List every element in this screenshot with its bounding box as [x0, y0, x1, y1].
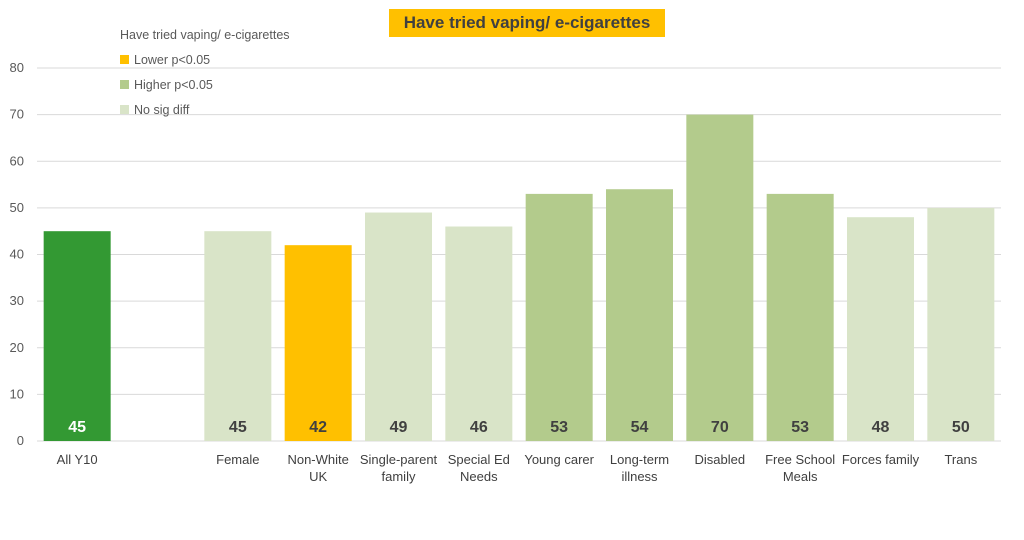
x-tick-label: Free School Meals	[765, 452, 835, 484]
y-tick-label: 80	[10, 60, 24, 75]
legend: Have tried vaping/ e-cigarettes Lower p<0…	[120, 28, 290, 117]
bars: 45 45 42 49 46 53 54 70 53 48 50	[43, 114, 995, 441]
bar	[525, 193, 593, 441]
y-tick-label: 70	[10, 107, 24, 122]
chart-title: Have tried vaping/ e-cigarettes	[389, 9, 665, 37]
x-tick-label: Forces family	[842, 452, 920, 467]
bar-value-label: 50	[952, 419, 970, 436]
x-tick-label: Special Ed Needs	[448, 452, 510, 484]
bar	[606, 189, 673, 441]
legend-label-higher: Higher p<0.05	[134, 78, 213, 92]
bar-value-label: 70	[711, 419, 729, 436]
bar-value-label: 54	[631, 419, 649, 436]
bar	[686, 114, 754, 441]
bar	[927, 207, 995, 441]
y-tick-label: 10	[10, 386, 24, 401]
x-tick-label: Disabled	[695, 452, 746, 467]
y-tick-label: 40	[10, 247, 24, 262]
bar-value-label: 48	[872, 419, 890, 436]
x-tick-label: Female	[216, 452, 259, 467]
bar-value-label: 45	[68, 419, 86, 436]
legend-label-lower: Lower p<0.05	[134, 53, 210, 67]
bar-value-label: 53	[550, 419, 568, 436]
bar-value-label: 49	[390, 419, 408, 436]
legend-swatch-lower	[120, 55, 129, 64]
legend-swatch-higher	[120, 80, 129, 89]
y-tick-label: 20	[10, 340, 24, 355]
bar-value-label: 42	[309, 419, 327, 436]
x-tick-label: Single-parent family	[360, 452, 438, 484]
legend-swatch-nodiff	[120, 105, 129, 114]
bar	[766, 193, 834, 441]
bar	[365, 212, 432, 441]
y-tick-label: 0	[17, 433, 24, 448]
x-tick-label: Young carer	[524, 452, 594, 467]
bar	[204, 231, 272, 441]
bar-value-label: 46	[470, 419, 488, 436]
bar-value-label: 53	[791, 419, 809, 436]
bar	[43, 231, 111, 441]
y-tick-label: 30	[10, 293, 24, 308]
legend-label-nodiff: No sig diff	[134, 103, 190, 117]
y-tick-label: 50	[10, 200, 24, 215]
y-axis: 0 10 20 30 40 50 60 70 80	[10, 60, 24, 448]
bar	[847, 217, 914, 441]
bar	[445, 226, 513, 441]
x-axis: All Y10 Female Non-White UK Single-parent fam…	[57, 452, 978, 484]
x-tick-label: Long-term illness	[610, 452, 669, 484]
bar	[284, 245, 352, 441]
bar-value-label: 45	[229, 419, 247, 436]
x-tick-label: Trans	[944, 452, 977, 467]
x-tick-label: Non-White UK	[287, 452, 348, 484]
y-tick-label: 60	[10, 153, 24, 168]
legend-title: Have tried vaping/ e-cigarettes	[120, 28, 290, 42]
gridlines	[37, 67, 1001, 442]
x-tick-label: All Y10	[57, 452, 98, 467]
